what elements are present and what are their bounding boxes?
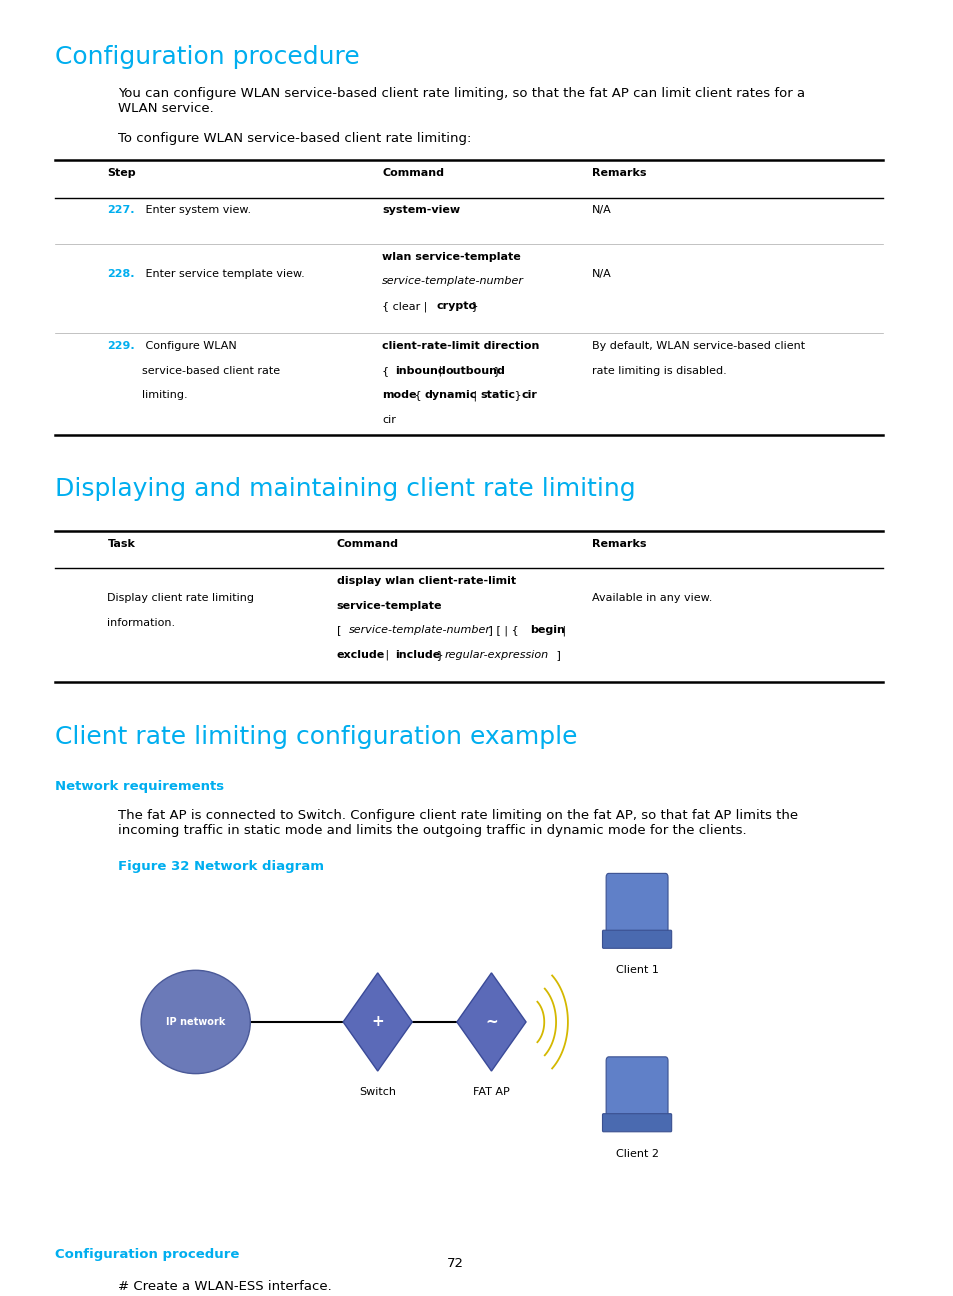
Text: wlan service-template: wlan service-template (382, 251, 520, 262)
Text: inbound: inbound (395, 365, 445, 376)
Text: system-view: system-view (382, 206, 460, 215)
Text: ~: ~ (484, 1015, 497, 1029)
Text: ]: ] (553, 649, 560, 660)
Text: regular-expression: regular-expression (444, 649, 548, 660)
Text: Remarks: Remarks (591, 539, 645, 548)
Text: Step: Step (108, 168, 136, 178)
Text: Configuration procedure: Configuration procedure (54, 1248, 239, 1261)
FancyBboxPatch shape (605, 874, 667, 936)
Text: limiting.: limiting. (142, 390, 188, 400)
Text: |: | (382, 649, 393, 661)
Text: 72: 72 (446, 1257, 463, 1270)
Text: static: static (480, 390, 515, 400)
Text: {: { (382, 365, 393, 376)
Polygon shape (456, 973, 525, 1070)
Text: Remarks: Remarks (591, 168, 645, 178)
Text: |: | (469, 390, 479, 400)
Text: service-template-number: service-template-number (348, 625, 490, 635)
Text: outbound: outbound (445, 365, 505, 376)
Ellipse shape (141, 971, 250, 1073)
Text: client-rate-limit direction: client-rate-limit direction (382, 341, 539, 351)
Text: cir: cir (521, 390, 537, 400)
Text: Switch: Switch (359, 1086, 395, 1096)
Text: Configuration procedure: Configuration procedure (54, 45, 359, 69)
Text: begin: begin (529, 625, 564, 635)
Text: N/A: N/A (591, 268, 611, 279)
Text: N/A: N/A (591, 206, 611, 215)
Text: mode: mode (382, 390, 416, 400)
Text: dynamic: dynamic (424, 390, 476, 400)
Polygon shape (343, 973, 412, 1070)
Text: include: include (395, 649, 439, 660)
Text: 229.: 229. (108, 341, 135, 351)
Text: }: } (467, 301, 477, 311)
Text: 227.: 227. (108, 206, 134, 215)
Text: { clear |: { clear | (382, 301, 431, 311)
Text: Available in any view.: Available in any view. (591, 594, 711, 603)
FancyBboxPatch shape (602, 931, 671, 949)
Text: Network requirements: Network requirements (54, 780, 224, 793)
FancyBboxPatch shape (602, 1113, 671, 1131)
Text: service-based client rate: service-based client rate (142, 365, 280, 376)
Text: service-template: service-template (336, 601, 442, 610)
Text: Displaying and maintaining client rate limiting: Displaying and maintaining client rate l… (54, 477, 635, 500)
Text: Task: Task (108, 539, 135, 548)
Text: Client 2: Client 2 (615, 1148, 658, 1159)
Text: The fat AP is connected to Switch. Configure client rate limiting on the fat AP,: The fat AP is connected to Switch. Confi… (118, 809, 798, 837)
Text: rate limiting is disabled.: rate limiting is disabled. (591, 365, 725, 376)
Text: information.: information. (108, 618, 175, 627)
Text: service-template-number: service-template-number (382, 276, 524, 286)
Text: |: | (435, 365, 445, 376)
Text: cir: cir (382, 415, 395, 425)
Text: Client 1: Client 1 (615, 966, 658, 975)
Text: crypto: crypto (436, 301, 476, 311)
Text: }: } (433, 649, 447, 660)
Text: |: | (558, 625, 565, 636)
Text: # Create a WLAN-ESS interface.: # Create a WLAN-ESS interface. (118, 1280, 332, 1293)
Text: Command: Command (382, 168, 444, 178)
Text: Enter service template view.: Enter service template view. (142, 268, 304, 279)
Text: [: [ (336, 625, 344, 635)
Text: FAT AP: FAT AP (473, 1086, 509, 1096)
Text: Figure 32 Network diagram: Figure 32 Network diagram (118, 861, 324, 874)
Text: IP network: IP network (166, 1017, 225, 1026)
Text: Enter system view.: Enter system view. (142, 206, 251, 215)
Text: display wlan client-rate-limit: display wlan client-rate-limit (336, 577, 516, 586)
Text: +: + (371, 1015, 384, 1029)
Text: Display client rate limiting: Display client rate limiting (108, 594, 254, 603)
Text: }: } (510, 390, 524, 400)
Text: {: { (411, 390, 425, 400)
Text: ] [ | {: ] [ | { (484, 625, 521, 636)
FancyBboxPatch shape (605, 1056, 667, 1118)
Text: Configure WLAN: Configure WLAN (142, 341, 236, 351)
Text: exclude: exclude (336, 649, 385, 660)
Text: By default, WLAN service-based client: By default, WLAN service-based client (591, 341, 803, 351)
Text: You can configure WLAN service-based client rate limiting, so that the fat AP ca: You can configure WLAN service-based cli… (118, 87, 804, 114)
Text: To configure WLAN service-based client rate limiting:: To configure WLAN service-based client r… (118, 132, 471, 145)
Text: }: } (489, 365, 499, 376)
Text: Client rate limiting configuration example: Client rate limiting configuration examp… (54, 724, 577, 749)
Text: 228.: 228. (108, 268, 134, 279)
Text: Command: Command (336, 539, 398, 548)
